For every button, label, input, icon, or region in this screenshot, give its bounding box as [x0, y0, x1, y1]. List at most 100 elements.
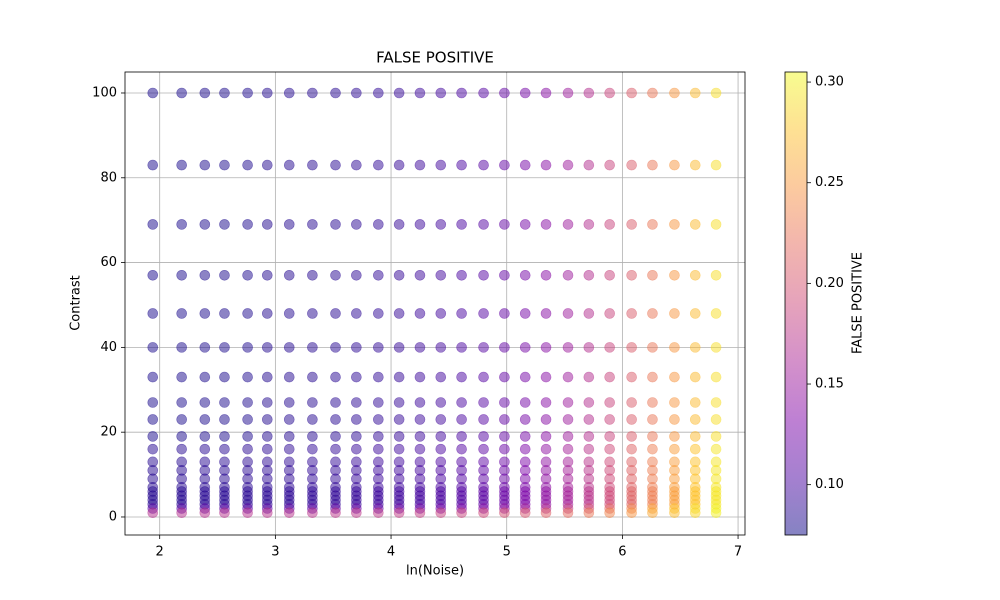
point — [199, 159, 211, 171]
point — [519, 371, 531, 383]
x-tick-label: 7 — [734, 545, 742, 560]
point — [219, 371, 230, 383]
point — [261, 371, 273, 383]
point — [647, 397, 658, 408]
point — [647, 270, 658, 281]
point — [710, 342, 722, 353]
point — [604, 219, 615, 230]
point — [199, 397, 211, 408]
point — [283, 87, 295, 99]
point — [351, 371, 362, 383]
point — [710, 87, 722, 99]
point — [647, 87, 658, 99]
point — [393, 270, 405, 281]
point — [519, 308, 531, 319]
point — [176, 371, 187, 383]
point — [647, 507, 658, 519]
point — [478, 219, 489, 230]
point — [540, 219, 552, 230]
y-axis-label: Contrast — [69, 275, 84, 331]
y-tick-label: 80 — [100, 170, 117, 185]
point — [540, 371, 552, 383]
point — [219, 431, 230, 442]
point — [351, 507, 362, 519]
point — [330, 414, 341, 425]
point — [176, 507, 187, 519]
point — [626, 414, 637, 425]
point — [562, 414, 574, 425]
point — [393, 507, 405, 519]
point — [456, 371, 467, 383]
point — [307, 507, 318, 519]
colorbar-frame — [784, 71, 808, 536]
point — [540, 431, 552, 442]
point — [283, 159, 295, 171]
point — [604, 397, 615, 408]
point — [373, 342, 384, 353]
point — [414, 507, 426, 519]
point — [261, 397, 273, 408]
y-tick-label: 60 — [100, 255, 117, 270]
point — [583, 431, 595, 442]
point — [456, 308, 467, 319]
point — [307, 219, 318, 230]
point — [583, 87, 595, 99]
point — [351, 308, 362, 319]
point — [242, 371, 253, 383]
point — [478, 87, 489, 99]
point — [499, 219, 510, 230]
point — [478, 308, 489, 319]
point — [351, 87, 362, 99]
x-tick-label: 6 — [618, 545, 626, 560]
point — [176, 431, 187, 442]
point — [330, 219, 341, 230]
point — [414, 159, 426, 171]
point — [478, 507, 489, 519]
point — [710, 443, 722, 455]
point — [435, 371, 447, 383]
point — [456, 159, 467, 171]
point — [540, 507, 552, 519]
point — [604, 443, 615, 455]
point — [373, 431, 384, 442]
point — [176, 397, 187, 408]
point — [499, 342, 510, 353]
point — [689, 397, 701, 408]
point — [393, 159, 405, 171]
point — [583, 219, 595, 230]
x-tick-label: 4 — [387, 545, 395, 560]
point — [604, 414, 615, 425]
point — [351, 270, 362, 281]
point — [647, 159, 658, 171]
point — [583, 507, 595, 519]
point — [393, 397, 405, 408]
point — [647, 371, 658, 383]
point — [199, 308, 211, 319]
point — [669, 87, 680, 99]
point — [435, 219, 447, 230]
point — [147, 414, 159, 425]
point — [261, 270, 273, 281]
point — [604, 371, 615, 383]
point — [669, 397, 680, 408]
point — [583, 159, 595, 171]
point — [604, 507, 615, 519]
point — [261, 219, 273, 230]
point — [519, 443, 531, 455]
point — [669, 371, 680, 383]
point — [373, 443, 384, 455]
point — [393, 371, 405, 383]
point — [604, 342, 615, 353]
point — [176, 159, 187, 171]
chart-title: FALSE POSITIVE — [376, 49, 494, 67]
point — [219, 270, 230, 281]
colorbar-tick-label: 0.25 — [815, 175, 844, 190]
point — [283, 342, 295, 353]
point — [499, 431, 510, 442]
point — [689, 308, 701, 319]
point — [519, 270, 531, 281]
point — [199, 371, 211, 383]
point — [499, 397, 510, 408]
point — [540, 397, 552, 408]
point — [393, 443, 405, 455]
